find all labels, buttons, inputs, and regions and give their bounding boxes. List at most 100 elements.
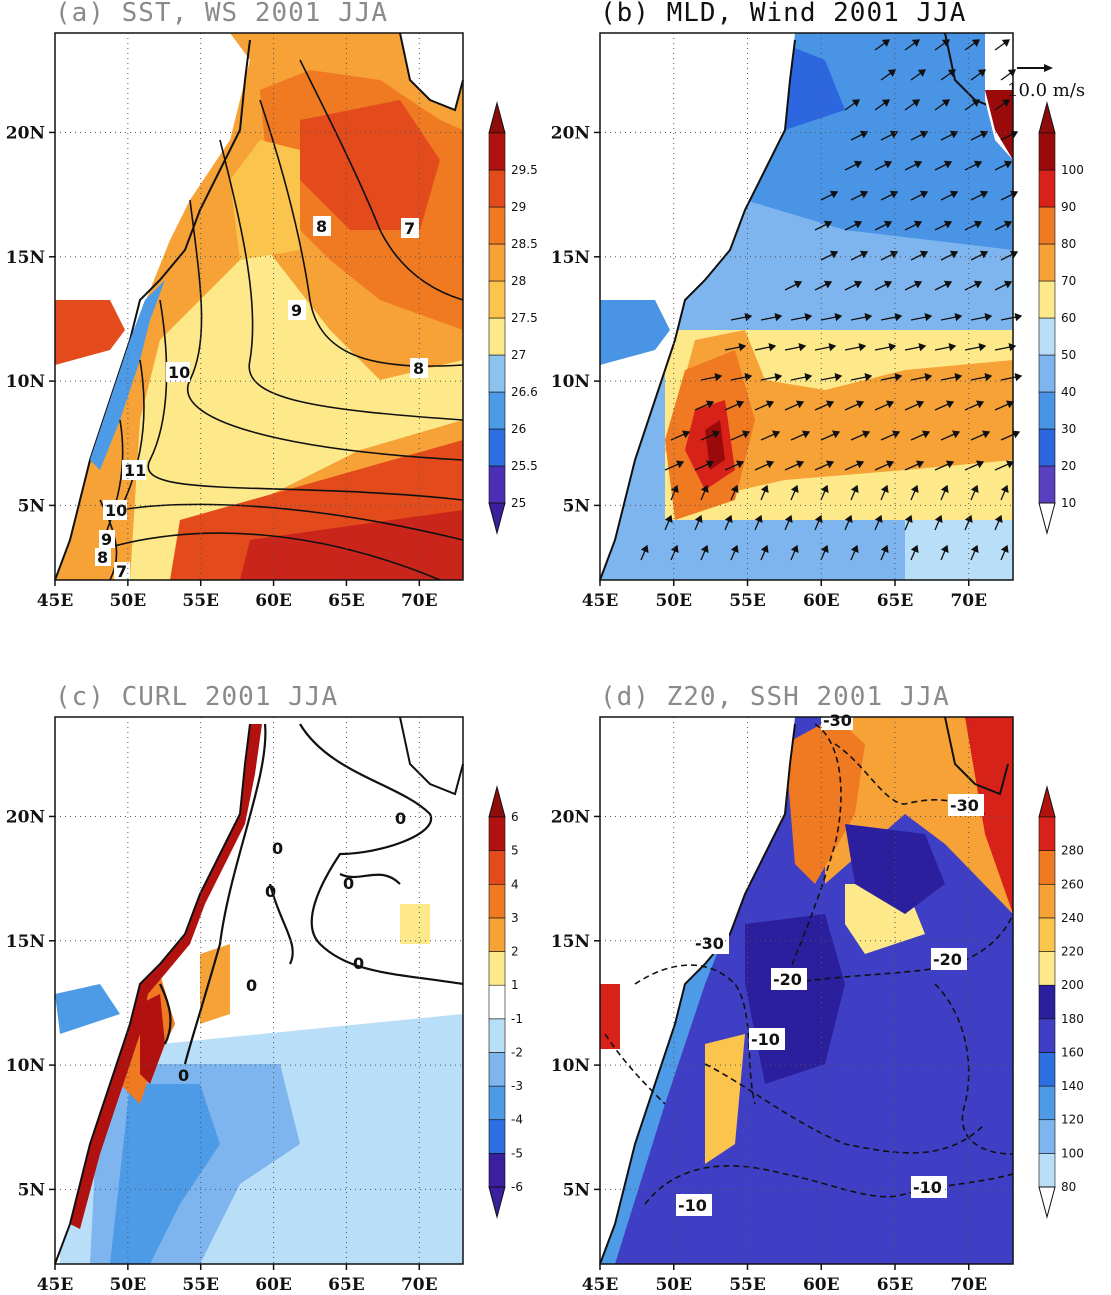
colorbar-label: 60 (1061, 311, 1076, 325)
colorbar-swatch (488, 816, 506, 851)
colorbar-swatch (1038, 132, 1056, 171)
colorbar-swatch (1038, 951, 1056, 986)
contour-label: 9 (101, 530, 112, 549)
colorbar-swatch (488, 1153, 506, 1188)
colorbar-label: 25 (511, 496, 526, 510)
map-c: 0 0 0 0 0 0 0 (54, 716, 464, 1265)
colorbar-label: 80 (1061, 237, 1076, 251)
colorbar-swatch (488, 243, 506, 282)
colorbar-low-triangle (488, 1186, 506, 1219)
colorbar-label: 29.5 (511, 163, 538, 177)
contour-label: 11 (124, 461, 146, 480)
colorbar-swatch (1038, 917, 1056, 952)
colorbar-swatch (488, 984, 506, 1020)
contour-label: -20 (933, 950, 962, 969)
x-tick-label: 55E (729, 1275, 766, 1295)
colorbar-low-triangle (1038, 1186, 1056, 1219)
map-b: 10.0 m/s (599, 32, 1085, 581)
contour-label: -20 (773, 970, 802, 989)
contour-label: 7 (404, 219, 415, 238)
contour-labels-d: -30 -30 -30 -20 -20 -10 -10 -10 (676, 710, 984, 1216)
colorbar-label: 220 (1061, 945, 1084, 959)
colorbar-low-triangle (488, 502, 506, 535)
colorbar-swatch (488, 391, 506, 430)
colorbar-label: 4 (511, 877, 519, 891)
contour-label: 0 (178, 1066, 189, 1085)
panel-b: (b) MLD, Wind 2001 JJA 10.0 m/s (545, 0, 1111, 640)
x-tick-label: 70E (950, 1275, 987, 1295)
panel-title-a: (a) SST, WS 2001 JJA (55, 0, 389, 28)
colorbar-swatch (1038, 280, 1056, 319)
colorbar-label: 27 (511, 348, 526, 362)
colorbar-swatch (1038, 1052, 1056, 1087)
colorbar-swatch (488, 169, 506, 208)
x-tick-label: 65E (877, 1275, 914, 1295)
contour-label: 10 (168, 363, 190, 382)
colorbar-label: 27.5 (511, 311, 538, 325)
contour-label: -30 (823, 711, 852, 730)
contour-label: 0 (343, 874, 354, 893)
colorbar-swatch (488, 850, 506, 885)
colorbar-label: 260 (1061, 877, 1084, 891)
colorbar-swatch (1038, 317, 1056, 356)
colorbar-swatch (1038, 243, 1056, 282)
colorbar-swatch (488, 1052, 506, 1087)
contour-label: 9 (291, 301, 302, 320)
colorbar-swatch (488, 280, 506, 319)
colorbar-label: 50 (1061, 348, 1076, 362)
map-d: -30 -30 -30 -20 -20 -10 -10 -10 (599, 710, 1014, 1265)
colorbar-swatch (1038, 206, 1056, 245)
y-tick-label: 15N (551, 248, 590, 268)
map-frame (599, 32, 1014, 581)
contour-label: -30 (695, 934, 724, 953)
colorbar-label: 100 (1061, 163, 1084, 177)
y-tick-label: 10N (6, 1056, 45, 1076)
colorbar-swatch (488, 883, 506, 919)
colorbar-swatch (1038, 428, 1056, 467)
panel-a: (a) SST, WS 2001 JJA (0, 0, 555, 640)
colorbar-swatch (488, 317, 506, 356)
colorbar-d: 80 100 120 140 160 180 200 220 240 260 280 (1038, 785, 1084, 1219)
x-tick-label: 45E (37, 591, 74, 611)
x-tick-label: 60E (803, 1275, 840, 1295)
x-tick-label: 60E (255, 1275, 292, 1295)
y-tick-label: 20N (6, 123, 45, 143)
map-frame (54, 716, 464, 1265)
contour-label: 0 (395, 809, 406, 828)
y-tick-label: 5N (563, 1180, 590, 1200)
y-tick-label: 15N (6, 932, 45, 952)
colorbar-label: 28.5 (511, 237, 538, 251)
colorbar-c: -6 -5 -4 -3 -2 -1 1 2 3 4 5 6 (488, 785, 523, 1219)
x-tick-label: 50E (110, 591, 147, 611)
contour-label: 8 (97, 548, 108, 567)
colorbar-label: 10 (1061, 496, 1076, 510)
x-tick-label: 45E (582, 1275, 619, 1295)
x-tick-label: 55E (182, 591, 219, 611)
vector-ref-label: 10.0 m/s (1007, 80, 1085, 101)
colorbar-swatch (1038, 1085, 1056, 1121)
colorbar-label: -5 (511, 1146, 523, 1160)
colorbar-label: -4 (511, 1113, 523, 1127)
colorbar-swatch (1038, 883, 1056, 919)
map-frame (54, 32, 464, 581)
colorbar-label: 160 (1061, 1045, 1084, 1059)
colorbar-swatch (488, 917, 506, 952)
colorbar-label: 5 (511, 844, 519, 858)
y-tick-label: 5N (18, 1180, 45, 1200)
x-tick-label: 65E (328, 1275, 365, 1295)
y-tick-label: 15N (6, 248, 45, 268)
reference-vector: 10.0 m/s (1007, 64, 1085, 101)
contour-label: -10 (678, 1196, 707, 1215)
colorbar-label: 25.5 (511, 459, 538, 473)
colorbar-label: 200 (1061, 978, 1084, 992)
colorbar-high-triangle (488, 101, 506, 134)
axes-panel-c: 20N 15N 10N 5N 45E 50E 55E 60E 65E 70E (6, 716, 464, 1295)
contour-label: 0 (246, 976, 257, 995)
colorbar-swatch (488, 206, 506, 245)
axes-panel-a: 20N 15N 10N 5N 45E 50E 55E 60E 65E 70E (6, 32, 464, 611)
colorbar-swatch (488, 1018, 506, 1053)
contour-label: 0 (265, 882, 276, 901)
colorbar-swatch (1038, 816, 1056, 851)
map-frame (599, 716, 1014, 1265)
